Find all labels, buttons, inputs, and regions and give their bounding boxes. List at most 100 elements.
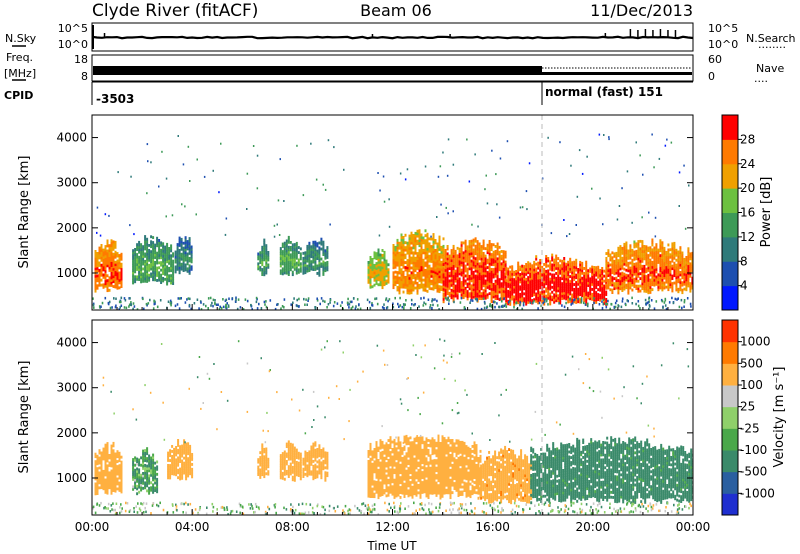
- heatmap-cell: [460, 241, 463, 245]
- heatmap-cell: [662, 306, 664, 309]
- heatmap-cell: [513, 288, 516, 291]
- heatmap-cell: [490, 272, 493, 276]
- heatmap-cell: [480, 287, 483, 291]
- heatmap-cell: [412, 253, 415, 257]
- heatmap-cell: [629, 246, 632, 250]
- heatmap-cell: [591, 270, 594, 274]
- heatmap-cell: [293, 248, 296, 251]
- heatmap-cell: [460, 291, 463, 294]
- heatmap-cell: [267, 251, 270, 254]
- heatmap-cell: [591, 273, 594, 276]
- heatmap-cell: [507, 270, 510, 273]
- heatmap-cell: [571, 288, 574, 292]
- heatmap-cell: [205, 304, 207, 308]
- heatmap-cell: [679, 258, 682, 262]
- heatmap-cell: [422, 268, 425, 272]
- heatmap-cell: [609, 253, 612, 257]
- heatmap-cell: [617, 286, 620, 290]
- heatmap-cell: [168, 256, 171, 260]
- heatmap-cell: [627, 281, 630, 285]
- heatmap-cell: [447, 138, 450, 141]
- heatmap-cell: [412, 288, 415, 292]
- heatmap-cell: [517, 296, 520, 300]
- heatmap-cell: [297, 246, 300, 249]
- heatmap-cell: [306, 259, 309, 263]
- heatmap-cell: [565, 267, 568, 271]
- heatmap-cell: [116, 480, 119, 483]
- heatmap-cell: [586, 155, 588, 158]
- heatmap-cell: [98, 481, 101, 485]
- heatmap-cell: [394, 265, 397, 269]
- heatmap-cell: [217, 303, 219, 306]
- heatmap-cell: [150, 255, 153, 258]
- heatmap-cell: [478, 254, 481, 258]
- heatmap-cell: [573, 278, 576, 281]
- heatmap-cell: [396, 251, 399, 255]
- heatmap-cell: [569, 282, 572, 286]
- heatmap-cell: [474, 284, 477, 288]
- heatmap-cell: [316, 249, 319, 253]
- heatmap-cell: [259, 461, 262, 464]
- heatmap-cell: [685, 275, 688, 279]
- heatmap-cell: [559, 299, 562, 302]
- heatmap-cell: [436, 284, 439, 288]
- heatmap-cell: [601, 300, 603, 303]
- heatmap-cell: [326, 256, 329, 259]
- heatmap-cell: [436, 254, 439, 258]
- heatmap-cell: [655, 263, 658, 266]
- heatmap-cell: [454, 259, 457, 263]
- heatmap-cell: [513, 303, 516, 306]
- heatmap-cell: [661, 243, 664, 247]
- heatmap-cell: [613, 287, 616, 291]
- heatmap-cell: [581, 291, 584, 295]
- heatmap-cell: [569, 280, 572, 283]
- heatmap-cell: [468, 282, 471, 286]
- heatmap-cell: [150, 473, 153, 477]
- heatmap-cell: [448, 279, 451, 283]
- heatmap-cell: [279, 271, 282, 275]
- heatmap-cell: [410, 236, 413, 240]
- heatmap-cell: [474, 249, 477, 253]
- heatmap-cell: [267, 462, 270, 466]
- heatmap-cell: [142, 262, 145, 266]
- heatmap-cell: [521, 277, 524, 280]
- heatmap-cell: [432, 280, 435, 284]
- heatmap-cell: [490, 260, 493, 264]
- heatmap-cell: [675, 286, 678, 289]
- heatmap-cell: [408, 242, 411, 245]
- heatmap-cell: [456, 246, 459, 250]
- heatmap-cell: [517, 279, 520, 282]
- heatmap-cell: [410, 256, 413, 260]
- heatmap-cell: [458, 257, 461, 261]
- heatmap-cell: [570, 303, 572, 306]
- heatmap-cell: [474, 252, 477, 256]
- heatmap-cell: [408, 234, 411, 238]
- heatmap-cell: [685, 263, 688, 267]
- heatmap-cell: [450, 259, 453, 262]
- heatmap-cell: [281, 250, 284, 253]
- heatmap-cell: [458, 285, 461, 288]
- heatmap-cell: [675, 268, 678, 272]
- heatmap-cell: [446, 257, 449, 261]
- heatmap-cell: [463, 306, 466, 310]
- heatmap-cell: [114, 457, 117, 461]
- heatmap-cell: [138, 480, 141, 484]
- heatmap-cell: [412, 271, 415, 275]
- heatmap-cell: [681, 283, 684, 287]
- colorbar-tick-label: 20: [740, 181, 755, 195]
- heatmap-cell: [177, 476, 180, 480]
- heatmap-cell: [466, 245, 469, 249]
- heatmap-cell: [106, 261, 109, 265]
- heatmap-cell: [154, 471, 157, 475]
- heatmap-cell: [675, 251, 678, 255]
- heatmap-cell: [486, 276, 489, 279]
- heatmap-cell: [681, 256, 684, 260]
- heatmap-cell: [464, 267, 467, 270]
- heatmap-cell: [598, 303, 601, 306]
- heatmap-cell: [110, 249, 113, 253]
- heatmap-cell: [291, 458, 294, 462]
- heatmap-cell: [586, 304, 589, 308]
- heatmap-cell: [444, 276, 447, 280]
- heatmap-cell: [412, 261, 415, 265]
- heatmap-cell: [593, 298, 596, 302]
